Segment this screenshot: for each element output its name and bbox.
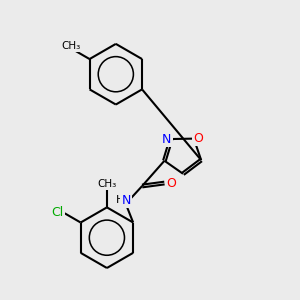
Text: O: O <box>193 132 203 145</box>
Text: CH₃: CH₃ <box>97 179 116 189</box>
Text: O: O <box>166 176 176 190</box>
Text: H: H <box>116 195 124 205</box>
Text: Cl: Cl <box>51 206 63 219</box>
Text: N: N <box>122 194 131 207</box>
Text: CH₃: CH₃ <box>61 41 81 51</box>
Text: N: N <box>162 133 172 146</box>
